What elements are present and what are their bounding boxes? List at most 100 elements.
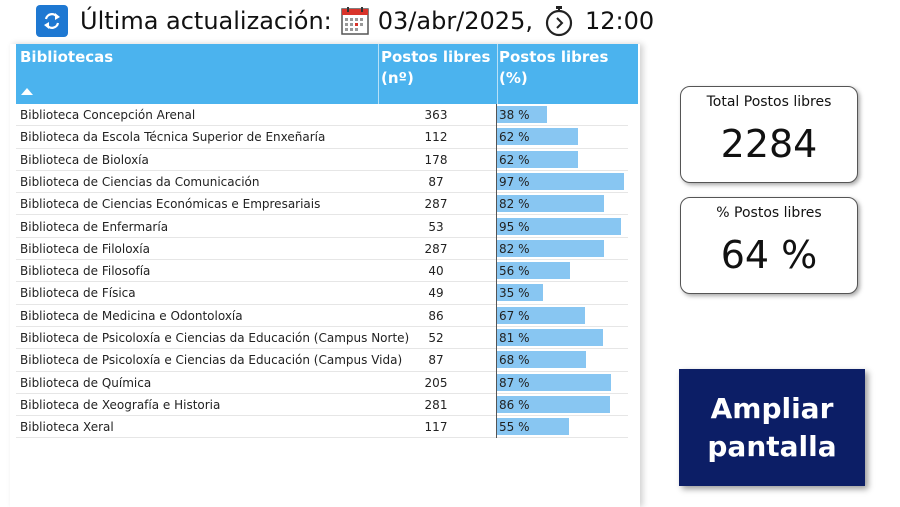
library-name: Biblioteca de Filoloxía <box>20 241 150 256</box>
percent-bar <box>497 306 585 324</box>
free-seats-number: 86 <box>428 308 444 323</box>
column-header-free-seats-percent[interactable]: Postos libres (%) <box>499 48 609 87</box>
library-name: Biblioteca de Medicina e Odontoloxía <box>20 308 243 323</box>
library-name: Biblioteca da Escola Técnica Superior de… <box>20 130 326 145</box>
column-separator <box>378 44 379 104</box>
table-row[interactable]: Biblioteca Concepción Arenal 363 38 % <box>16 104 628 127</box>
table-row[interactable]: Biblioteca de Ciencias Económicas e Empr… <box>16 193 628 216</box>
expand-screen-label: Ampliar pantalla <box>707 391 837 463</box>
library-name: Biblioteca de Enfermaría <box>20 219 169 234</box>
free-seats-percent: 55 % <box>499 420 530 435</box>
library-name: Biblioteca de Ciencias da Comunicación <box>20 174 260 189</box>
column-separator <box>497 44 498 104</box>
free-seats-number: 53 <box>428 219 444 234</box>
library-name: Biblioteca de Psicoloxía e Ciencias da E… <box>20 353 403 368</box>
percent-bar <box>497 106 547 123</box>
percent-bar <box>497 128 579 146</box>
free-seats-percent: 56 % <box>499 264 530 279</box>
percent-bar <box>497 172 625 190</box>
percent-bar <box>497 217 622 235</box>
table-row[interactable]: Biblioteca da Escola Técnica Superior de… <box>16 126 628 149</box>
kpi-card-percent: % Postos libres 64 % <box>680 197 858 294</box>
free-seats-number: 40 <box>428 264 444 279</box>
free-seats-percent: 68 % <box>499 353 530 368</box>
kpi-total-label: Total Postos libres <box>706 94 832 110</box>
kpi-percent-label: % Postos libres <box>716 205 822 221</box>
percent-bar <box>497 195 605 213</box>
free-seats-number: 87 <box>428 353 444 368</box>
library-name: Biblioteca de Ciencias Económicas e Empr… <box>20 197 321 212</box>
update-time: 12:00 <box>584 7 655 35</box>
table-row[interactable]: Biblioteca de Ciencias da Comunicación 87… <box>16 171 628 194</box>
library-name: Biblioteca de Psicoloxía e Ciencias da E… <box>20 331 410 345</box>
free-seats-percent: 95 % <box>499 219 530 234</box>
stopwatch-icon <box>545 6 573 37</box>
kpi-percent-value: 64 % <box>720 233 818 277</box>
refresh-button[interactable] <box>36 5 68 37</box>
table-row[interactable]: Biblioteca de Química 205 87 % <box>16 372 628 394</box>
free-seats-percent: 38 % <box>499 108 530 122</box>
calendar-icon <box>341 7 369 35</box>
table-row[interactable]: Biblioteca de Filosofía 40 56 % <box>16 260 628 283</box>
percent-bar <box>497 373 611 391</box>
kpi-card-total: Total Postos libres 2284 <box>680 86 858 183</box>
library-name: Biblioteca de Química <box>20 375 152 390</box>
sort-ascending-icon[interactable] <box>21 88 33 95</box>
free-seats-number: 287 <box>424 197 448 212</box>
column-header-libraries[interactable]: Bibliotecas <box>20 48 114 66</box>
free-seats-number: 287 <box>424 241 448 256</box>
library-name: Biblioteca Xeral <box>20 420 114 435</box>
library-name: Biblioteca de Xeografía e Historia <box>20 397 221 412</box>
free-seats-number: 49 <box>428 286 444 301</box>
table-row[interactable]: Biblioteca de Psicoloxía e Ciencias da E… <box>16 327 628 350</box>
table-row[interactable]: Biblioteca de Medicina e Odontoloxía 86 67… <box>16 305 628 327</box>
table-row[interactable]: Biblioteca de Física 49 35 % <box>16 282 628 305</box>
percent-bar <box>497 262 571 280</box>
table-row[interactable]: Biblioteca de Bioloxía 178 62 % <box>16 149 628 171</box>
kpi-total-value: 2284 <box>720 122 818 166</box>
free-seats-number: 52 <box>428 331 444 345</box>
library-name: Biblioteca de Filosofía <box>20 264 151 279</box>
library-name: Biblioteca de Bioloxía <box>20 152 149 167</box>
percent-bar <box>497 239 605 257</box>
header-bar: Última actualización: 03/abr/2025, 12:00 <box>36 4 654 38</box>
free-seats-number: 112 <box>424 130 448 145</box>
free-seats-number: 205 <box>424 375 448 390</box>
table-row[interactable]: Biblioteca de Xeografía e Historia 281 86 … <box>16 394 628 417</box>
free-seats-percent: 35 % <box>499 286 530 301</box>
table-row[interactable]: Biblioteca de Enfermaría 53 95 % <box>16 216 628 238</box>
free-seats-percent: 97 % <box>499 174 530 189</box>
update-date: 03/abr/2025, <box>377 7 533 35</box>
free-seats-number: 117 <box>424 420 448 435</box>
table-row[interactable]: Biblioteca de Psicoloxía e Ciencias da E… <box>16 349 628 372</box>
refresh-icon <box>44 13 60 29</box>
library-name: Biblioteca Concepción Arenal <box>20 108 196 122</box>
expand-screen-button[interactable]: Ampliar pantalla <box>679 369 865 486</box>
percent-bar <box>497 284 543 302</box>
percent-bar <box>497 351 587 369</box>
free-seats-number: 87 <box>428 174 444 189</box>
free-seats-percent: 86 % <box>499 397 530 412</box>
free-seats-number: 363 <box>424 108 448 122</box>
free-seats-percent: 62 % <box>499 130 530 145</box>
table-row[interactable]: Biblioteca Xeral 117 55 % <box>16 416 628 439</box>
percent-bar <box>497 395 610 413</box>
bar-axis-line <box>496 104 497 438</box>
percent-bar <box>497 150 579 168</box>
table-row[interactable]: Biblioteca de Filoloxía 287 82 % <box>16 238 628 261</box>
free-seats-percent: 81 % <box>499 331 530 345</box>
libraries-table: Bibliotecas Postos libres (nº) Postos li… <box>10 44 640 507</box>
free-seats-number: 178 <box>424 152 448 167</box>
free-seats-percent: 62 % <box>499 152 530 167</box>
last-update-label: Última actualización: <box>80 7 332 35</box>
percent-bar <box>497 418 570 436</box>
library-name: Biblioteca de Física <box>20 286 136 301</box>
percent-bar <box>497 329 604 346</box>
table-header: Bibliotecas Postos libres (nº) Postos li… <box>16 44 638 104</box>
column-header-free-seats-number[interactable]: Postos libres (nº) <box>381 48 491 87</box>
free-seats-percent: 82 % <box>499 197 530 212</box>
free-seats-percent: 67 % <box>499 308 530 323</box>
free-seats-percent: 82 % <box>499 241 530 256</box>
free-seats-percent: 87 % <box>499 375 530 390</box>
